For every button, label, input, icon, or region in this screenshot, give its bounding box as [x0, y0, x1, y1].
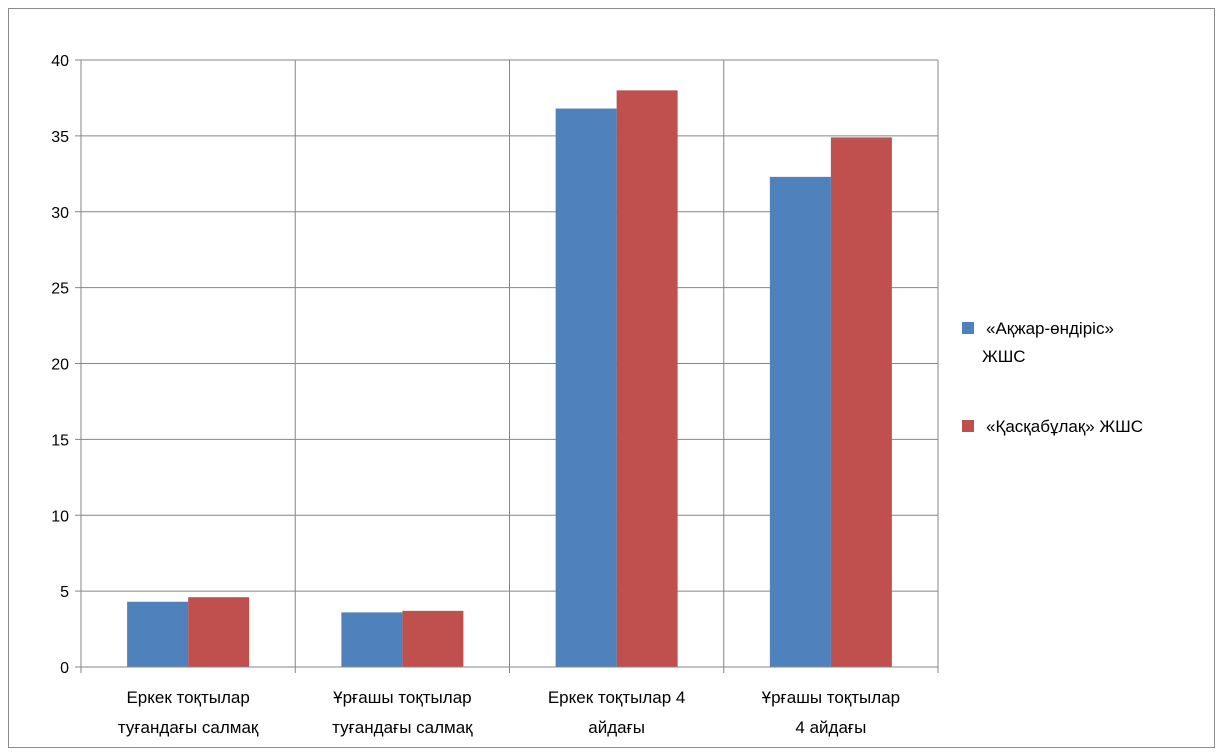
- y-tick-label: 15: [51, 432, 69, 449]
- bar-series-2-cat-3: [616, 90, 678, 668]
- bars: [127, 90, 892, 668]
- y-tick-label: 0: [60, 660, 69, 677]
- axes: [80, 60, 938, 668]
- x-tick-label: Ұрғашы тоқтылар 4 айдағы: [762, 688, 900, 737]
- x-tick-label: Еркек тоқтылар 4 айдағы: [548, 688, 686, 737]
- y-tick-label: 5: [60, 584, 69, 601]
- chart-frame: 0 5 10 15 20 25 30 35 40 Еркек тоқтылар туғандағы…: [8, 8, 1215, 748]
- bar-series-1-cat-2: [341, 612, 403, 667]
- bar-series-2-cat-1: [188, 597, 250, 667]
- bar-series-1-cat-1: [127, 601, 189, 667]
- legend-swatch: [962, 322, 974, 334]
- bar-chart: 0 5 10 15 20 25 30 35 40 Еркек тоқтылар туғандағы…: [51, 53, 1143, 737]
- y-tick-label: 10: [51, 508, 69, 525]
- legend-label: «Ақжар-өндіріс» ЖШС: [982, 319, 1114, 366]
- y-tick-label: 30: [51, 205, 69, 222]
- y-tick-labels: 0 5 10 15 20 25 30 35 40: [51, 53, 69, 677]
- x-tick-label: Еркек тоқтылар туғандағы салмақ: [118, 688, 259, 737]
- y-tick-label: 35: [51, 129, 69, 146]
- bar-series-1-cat-4: [769, 176, 831, 667]
- y-tick-label: 20: [51, 357, 69, 374]
- x-tick-label: Ұрғашы тоқтылар туғандағы салмақ: [332, 688, 473, 737]
- y-tick-label: 25: [51, 281, 69, 298]
- legend-swatch: [962, 420, 974, 432]
- gridlines: [75, 59, 939, 673]
- y-tick-label: 40: [51, 53, 69, 70]
- legend-label: «Қасқабұлақ» ЖШС: [986, 417, 1143, 436]
- x-tick-labels: Еркек тоқтылар туғандағы салмақ Ұрғашы тоқ…: [118, 688, 900, 737]
- bar-series-2-cat-2: [402, 610, 464, 667]
- bar-series-2-cat-4: [830, 137, 892, 667]
- legend: «Ақжар-өндіріс» ЖШС «Қасқабұлақ» ЖШС: [962, 319, 1143, 436]
- bar-series-1-cat-3: [555, 108, 617, 667]
